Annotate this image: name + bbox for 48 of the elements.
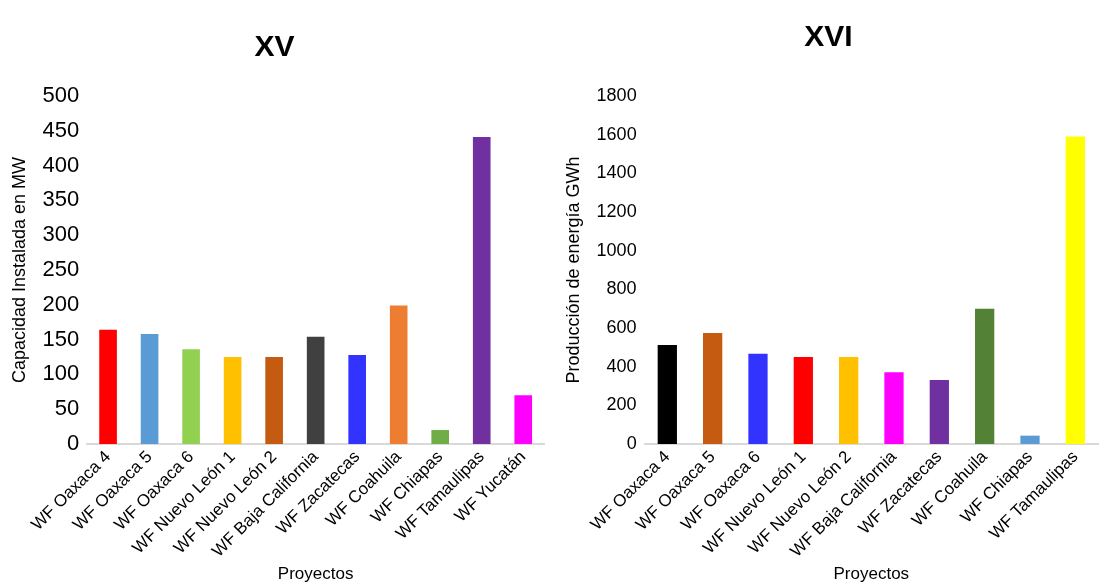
y-tick-label: 1400	[596, 162, 637, 183]
bar	[99, 329, 117, 444]
y-tick-label: 500	[42, 82, 80, 108]
bar	[839, 356, 859, 444]
y-tick-label: 1000	[596, 239, 637, 260]
y-tick-label: 1200	[596, 200, 637, 221]
y-tick-label: 250	[42, 256, 80, 282]
y-tick-label: 400	[42, 151, 80, 177]
y-tick-label: 800	[606, 278, 637, 299]
y-tick-label: 50	[54, 395, 80, 421]
bar	[1065, 136, 1085, 444]
bar	[514, 395, 533, 444]
bar	[431, 430, 450, 444]
y-tick-label: 0	[67, 430, 80, 456]
bar	[265, 356, 283, 444]
bar	[182, 349, 200, 444]
bar	[140, 334, 159, 444]
bar	[306, 336, 325, 444]
y-tick-label: 300	[42, 221, 80, 247]
y-tick-label: 200	[42, 290, 80, 316]
y-tick-label: 150	[42, 325, 80, 351]
y-axis-title: Capacidad Instalada en MW	[8, 156, 29, 384]
y-tick-label: 450	[42, 116, 80, 142]
y-tick-label: 100	[42, 360, 80, 386]
x-axis-title: Proyectos	[277, 564, 354, 584]
bar	[472, 137, 491, 444]
chart-title: XVI	[804, 19, 853, 53]
y-tick-label: 400	[606, 355, 637, 376]
bar	[884, 372, 904, 444]
chart-title: XV	[254, 29, 295, 63]
y-tick-label: 0	[626, 432, 637, 453]
bar	[348, 354, 366, 444]
y-tick-label: 600	[606, 316, 637, 337]
bar	[1020, 435, 1040, 444]
bar	[793, 356, 813, 444]
y-tick-label: 1800	[596, 84, 637, 105]
bar	[748, 353, 768, 444]
bar	[929, 379, 949, 444]
bar	[975, 308, 995, 444]
x-axis-title: Proyectos	[833, 564, 910, 584]
y-tick-label: 1600	[596, 123, 637, 144]
y-axis-title: Producción de energía GWh	[562, 156, 583, 384]
y-tick-label: 200	[606, 394, 637, 415]
y-tick-label: 350	[42, 186, 80, 212]
bar	[389, 305, 408, 444]
bar	[223, 356, 242, 444]
bar	[657, 344, 677, 444]
bar	[703, 333, 723, 444]
